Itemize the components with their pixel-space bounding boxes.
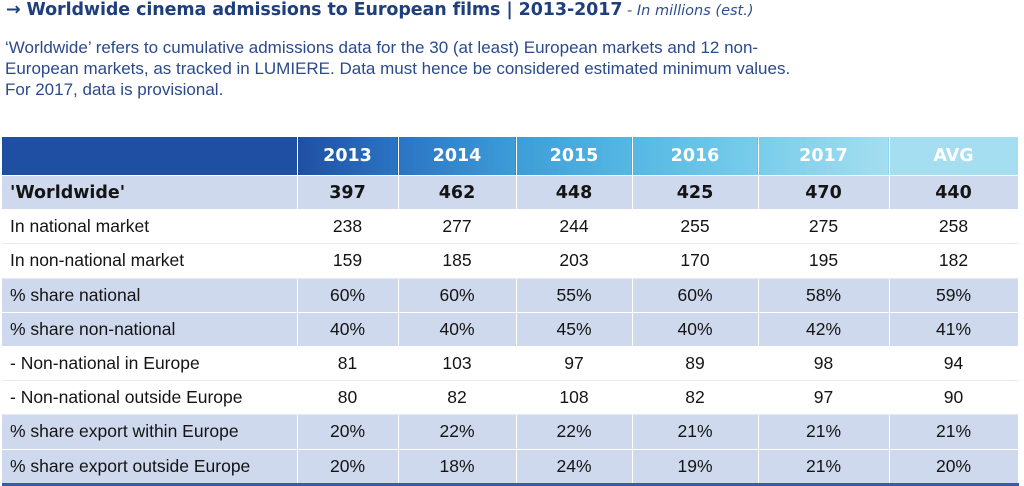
- table-cell: 440: [889, 175, 1019, 211]
- table-cell: 397: [297, 175, 399, 211]
- table-row: % share export outside Europe 20% 18% 24% 19…: [2, 449, 1019, 486]
- row-label: % share non-national: [2, 312, 298, 347]
- table-cell: 81: [297, 346, 399, 382]
- table-cell: 462: [398, 175, 517, 211]
- table-row: % share export within Europe 20% 22% 22% 21%…: [2, 414, 1019, 450]
- table-cell: 258: [889, 209, 1019, 245]
- table-cell: 40%: [398, 312, 517, 347]
- header-cell-year: 2017: [758, 137, 890, 176]
- table-header: 2013 2014 2015 2016 2017 AVG: [2, 137, 1019, 176]
- table-cell: 60%: [632, 278, 759, 313]
- table-cell: 195: [758, 243, 890, 279]
- table-cell: 98: [758, 346, 890, 382]
- table-row: - Non-national outside Europe 80 82 108 82 97…: [2, 380, 1019, 416]
- table-cell: 90: [889, 380, 1019, 416]
- table-cell: 21%: [758, 449, 890, 486]
- table-cell: 275: [758, 209, 890, 245]
- table-row: % share national 60% 60% 55% 60% 58% 59%: [2, 278, 1019, 313]
- header-cell-year: 2015: [516, 137, 633, 176]
- table-cell: 425: [632, 175, 759, 211]
- description: ‘Worldwide’ refers to cumulative admissi…: [5, 37, 1015, 100]
- table-cell: 21%: [758, 414, 890, 450]
- table-cell: 22%: [398, 414, 517, 450]
- row-label: 'Worldwide': [2, 175, 298, 211]
- row-label: % share export within Europe: [2, 414, 298, 450]
- table-cell: 19%: [632, 449, 759, 486]
- table-cell: 89: [632, 346, 759, 382]
- table-cell: 21%: [632, 414, 759, 450]
- table-cell: 94: [889, 346, 1019, 382]
- table-cell: 21%: [889, 414, 1019, 450]
- row-label: In national market: [2, 209, 298, 245]
- table-cell: 58%: [758, 278, 890, 313]
- row-label: - Non-national outside Europe: [2, 380, 298, 416]
- table-subtitle: - In millions (est.): [622, 3, 754, 19]
- table-cell: 185: [398, 243, 517, 279]
- header-cell-year: 2014: [398, 137, 517, 176]
- table-cell: 24%: [516, 449, 633, 486]
- description-line: ‘Worldwide’ refers to cumulative admissi…: [5, 38, 759, 57]
- header-cell-blank: [2, 137, 298, 176]
- table-body: 'Worldwide' 397 462 448 425 470 440 In national…: [2, 175, 1019, 486]
- header-cell-year: 2016: [632, 137, 759, 176]
- table-cell: 277: [398, 209, 517, 245]
- page-title: → Worldwide cinema admissions to Europea…: [6, 0, 1018, 26]
- table-row: In non-national market 159 185 203 170 195 182: [2, 243, 1019, 279]
- row-label: In non-national market: [2, 243, 298, 279]
- table-cell: 45%: [516, 312, 633, 347]
- table-cell: 82: [398, 380, 517, 416]
- table-cell: 103: [398, 346, 517, 382]
- table-cell: 20%: [297, 414, 399, 450]
- table-cell: 80: [297, 380, 399, 416]
- table-cell: 159: [297, 243, 399, 279]
- table-cell: 238: [297, 209, 399, 245]
- table-row: In national market 238 277 244 255 275 258: [2, 209, 1019, 245]
- row-label: % share export outside Europe: [2, 449, 298, 486]
- description-line: European markets, as tracked in LUMIERE.…: [5, 59, 791, 78]
- header-cell-year: 2013: [297, 137, 399, 176]
- row-label: % share national: [2, 278, 298, 313]
- table-cell: 18%: [398, 449, 517, 486]
- table-cell: 60%: [398, 278, 517, 313]
- table-cell: 20%: [297, 449, 399, 486]
- table-row: 'Worldwide' 397 462 448 425 470 440: [2, 175, 1019, 211]
- table-row: % share non-national 40% 40% 45% 40% 42% 41%: [2, 312, 1019, 347]
- table-cell: 255: [632, 209, 759, 245]
- table-cell: 170: [632, 243, 759, 279]
- table-cell: 182: [889, 243, 1019, 279]
- table-title: → Worldwide cinema admissions to Europea…: [6, 0, 623, 20]
- row-label: - Non-national in Europe: [2, 346, 298, 382]
- table-cell: 244: [516, 209, 633, 245]
- table-cell: 22%: [516, 414, 633, 450]
- table-cell: 40%: [632, 312, 759, 347]
- table-cell: 97: [516, 346, 633, 382]
- table-cell: 82: [632, 380, 759, 416]
- table-cell: 59%: [889, 278, 1019, 313]
- table-cell: 60%: [297, 278, 399, 313]
- table-cell: 448: [516, 175, 633, 211]
- table-cell: 470: [758, 175, 890, 211]
- table-cell: 97: [758, 380, 890, 416]
- table-cell: 203: [516, 243, 633, 279]
- table-cell: 20%: [889, 449, 1019, 486]
- table-cell: 55%: [516, 278, 633, 313]
- admissions-table: 2013 2014 2015 2016 2017 AVG 'Worldwide' 397 46…: [2, 137, 1019, 486]
- table-row: - Non-national in Europe 81 103 97 89 98 94: [2, 346, 1019, 382]
- header-cell-year: AVG: [889, 137, 1019, 176]
- table-cell: 40%: [297, 312, 399, 347]
- table-cell: 108: [516, 380, 633, 416]
- table-cell: 42%: [758, 312, 890, 347]
- table-cell: 41%: [889, 312, 1019, 347]
- description-line: For 2017, data is provisional.: [5, 80, 224, 99]
